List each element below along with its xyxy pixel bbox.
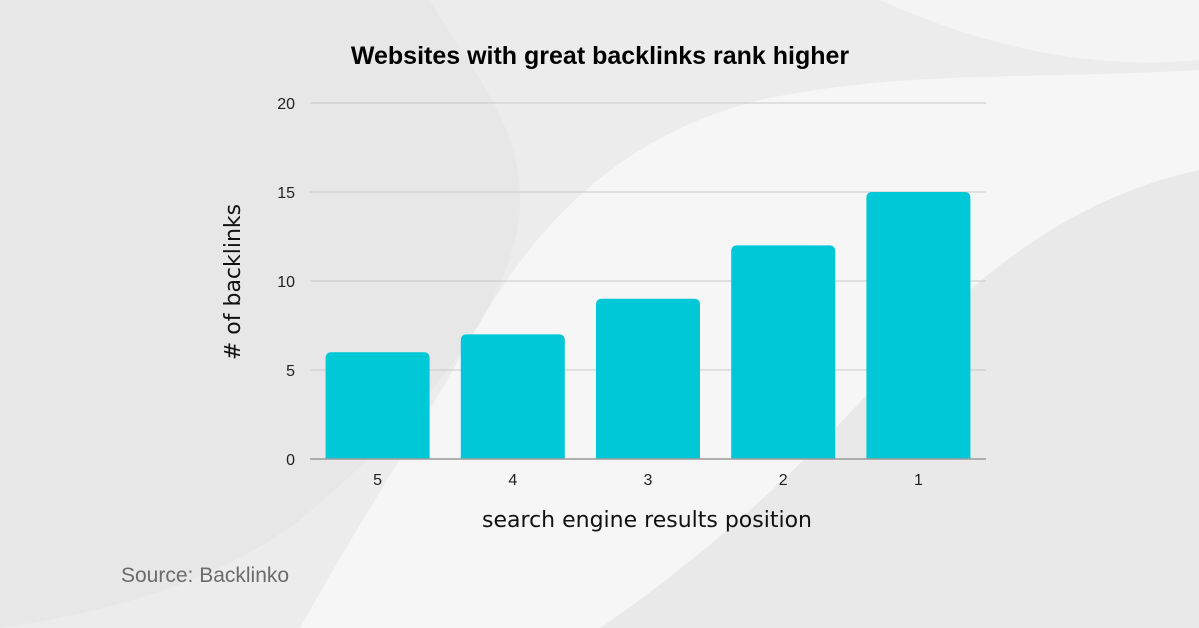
x-tick-label: 3 (644, 472, 653, 489)
bars (325, 192, 971, 459)
x-axis-label: search engine results position (482, 508, 812, 533)
x-tick-label: 1 (914, 472, 923, 489)
chart-title: Websites with great backlinks rank highe… (351, 42, 850, 70)
bar-position-2 (731, 245, 836, 459)
y-tick-label: 5 (286, 363, 295, 380)
source-note: Source: Backlinko (121, 564, 290, 587)
y-tick-label: 20 (277, 96, 295, 113)
x-tick-label: 4 (508, 472, 517, 489)
y-tick-label: 10 (277, 274, 295, 291)
x-tick-label: 5 (373, 472, 382, 489)
y-tick-label: 15 (277, 185, 295, 202)
bar-position-4 (460, 334, 565, 459)
y-axis-label: # of backlinks (221, 204, 246, 360)
x-tick-label: 2 (779, 472, 788, 489)
bar-position-3 (596, 298, 700, 459)
x-axis-ticks: 5 4 3 2 1 (373, 472, 923, 489)
bar-position-5 (325, 352, 430, 459)
y-tick-label: 0 (286, 452, 295, 469)
bar-position-1 (866, 192, 971, 459)
y-axis-ticks: 0 5 10 15 20 (277, 96, 295, 469)
